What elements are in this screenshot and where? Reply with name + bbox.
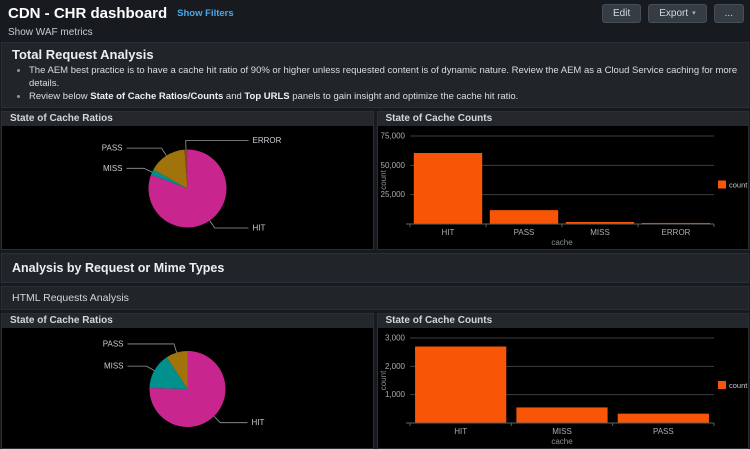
panel-title-cache-counts-2: State of Cache Counts [385,315,493,326]
show-waf-metrics-link[interactable]: Show WAF metrics [8,27,93,38]
top-bar: CDN - CHR dashboard Show Filters Edit Ex… [0,0,750,24]
more-actions-label: ... [724,7,733,19]
export-button-label: Export [659,7,689,19]
panel-cache-counts-total: State of Cache Counts 25,000 50,000 75,000… [376,111,749,250]
y-axis-title: count [379,370,388,390]
section-mime-types: Analysis by Request or Mime Types [1,253,749,283]
pie-label-leader [126,147,167,156]
section-title-mime-types: Analysis by Request or Mime Types [12,261,225,275]
y-tick-label: 25,000 [380,190,405,199]
pie-label-leader [185,140,249,150]
pie-chart-cache-ratios-html[interactable]: HIT MISS PASS [2,328,373,448]
x-tick-label: MISS [552,427,572,436]
total-request-bullets: The AEM best practice is to have a cache… [12,64,738,103]
legend-label: count [729,381,748,390]
pie-slice-label: HIT [253,224,266,233]
pie-slice-label: PASS [103,339,124,348]
edit-button[interactable]: Edit [602,3,642,23]
page-title: CDN - CHR dashboard [8,4,168,22]
bullet-item: Review below State of Cache Ratios/Count… [29,90,738,103]
y-tick-label: 75,000 [380,132,405,141]
bullet-item: The AEM best practice is to have a cache… [29,64,738,90]
bar-hit[interactable] [414,346,506,424]
chart-row-html: State of Cache Ratios HIT MISS PASS State … [1,313,749,449]
bar-svg: 1,000 2,000 3,000 HIT MISS PASS cache count coun… [379,334,748,447]
section-title-total-request: Total Request Analysis [12,47,154,62]
export-button[interactable]: Export ▾ [648,3,707,23]
y-axis-title: count [379,169,388,189]
panel-cache-ratios-html: State of Cache Ratios HIT MISS PASS [1,313,374,449]
pie-slice-pass[interactable] [166,351,188,389]
bar-hit[interactable] [413,153,482,224]
x-axis-title: cache [551,238,573,247]
pie-slice-label: MISS [104,362,124,371]
x-axis-title: cache [551,437,573,446]
y-tick-label: 50,000 [380,161,405,170]
pie-label-leader [127,343,178,353]
legend-swatch [717,180,726,189]
pie-slice-error[interactable] [184,149,188,189]
x-tick-label: PASS [652,427,673,436]
chevron-down-icon: ▾ [692,10,696,17]
pie-slice-label: MISS [103,164,123,173]
x-tick-label: MISS [590,228,610,237]
bar-miss[interactable] [565,222,634,224]
html-requests-title: HTML Requests Analysis [12,292,129,304]
pie-svg: HIT MISS PASS [103,339,265,427]
bar-chart-cache-counts-total[interactable]: 25,000 50,000 75,000 HIT PASS MISS ERROR cache c… [377,126,748,249]
legend-label: count [729,181,748,190]
y-tick-label: 3,000 [384,334,405,343]
pie-chart-cache-ratios-total[interactable]: HIT MISS PASS ERROR [2,126,373,249]
more-actions-button[interactable]: ... [713,3,744,23]
pie-label-leader [126,167,153,173]
pie-slice-miss[interactable] [151,169,188,189]
pie-svg: HIT MISS PASS ERROR [102,136,282,233]
x-tick-label: HIT [454,427,467,436]
bar-svg: 25,000 50,000 75,000 HIT PASS MISS ERROR cache c… [379,132,748,248]
pie-slice-label: HIT [252,418,265,427]
bar-error[interactable] [641,222,710,224]
x-tick-label: PASS [513,228,534,237]
pie-slice-label: PASS [102,144,123,153]
pie-slice-label: ERROR [253,136,282,145]
panel-cache-ratios-total: State of Cache Ratios HIT MISS PASS ERROR [1,111,374,250]
y-tick-label: 1,000 [384,390,405,399]
pie-slice-miss[interactable] [149,357,188,389]
panel-cache-counts-html: State of Cache Counts 1,000 2,000 3,000 HIT… [376,313,749,449]
panel-title-cache-ratios: State of Cache Ratios [10,113,113,124]
chart-row-total: State of Cache Ratios HIT MISS PASS ERROR S… [1,111,749,250]
bar-pass[interactable] [617,413,709,423]
section-total-request-analysis: Total Request Analysis The AEM best prac… [1,42,749,108]
section-html-requests: HTML Requests Analysis [1,286,749,310]
pie-slice-pass[interactable] [153,149,188,189]
pie-label-leader [127,365,155,371]
show-filters-link[interactable]: Show Filters [177,7,234,19]
bar-chart-cache-counts-html[interactable]: 1,000 2,000 3,000 HIT MISS PASS cache count coun… [377,328,748,448]
panel-title-cache-ratios-2: State of Cache Ratios [10,315,113,326]
panel-title-cache-counts: State of Cache Counts [385,113,493,124]
bar-miss[interactable] [515,407,608,423]
bar-pass[interactable] [489,210,558,224]
y-tick-label: 2,000 [384,362,405,371]
pie-label-leader [213,415,248,424]
x-tick-label: HIT [441,228,454,237]
legend-swatch [717,381,726,389]
pie-label-leader [209,220,249,229]
x-tick-label: ERROR [661,228,690,237]
